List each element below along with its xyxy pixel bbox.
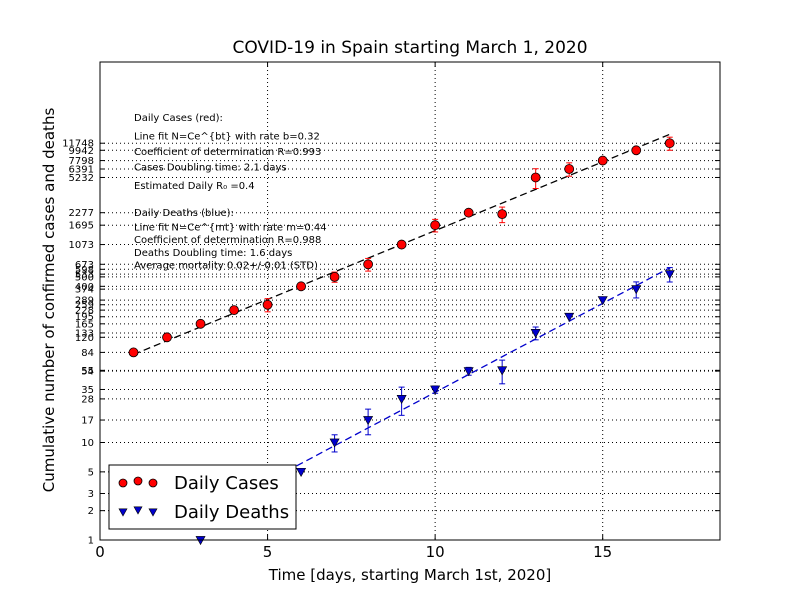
deaths-annotation-line-3: Deaths Doubling time: 1.6 days (134, 248, 292, 259)
y-tick-label-26: 2277 (69, 208, 94, 219)
death-point-4 (363, 416, 374, 426)
y-tick-label-6: 28 (81, 394, 94, 405)
death-point-3 (329, 438, 340, 448)
death-point-11 (597, 296, 608, 306)
y-tick-label-14: 195 (75, 312, 94, 323)
y-tick-label-23: 673 (75, 260, 94, 271)
case-point-3 (229, 305, 239, 316)
legend-case-marker-0 (118, 478, 128, 488)
case-point-14 (597, 155, 608, 166)
y-tick-label-17: 289 (75, 296, 94, 307)
legend-case-marker-1 (133, 476, 143, 486)
ticks (99, 62, 720, 541)
deaths-annotation-line-0: Daily Deaths (blue): (134, 208, 234, 219)
case-point-12 (530, 172, 541, 183)
cases-annotation-line-3: Cases Doubling time: 2.1 days (134, 163, 287, 174)
deaths-annotation-line-4: Average mortality 0.02+/-0.01 (STD) (134, 260, 318, 271)
case-point-4 (262, 299, 273, 310)
case-point-7 (363, 259, 374, 270)
x-tick-label-0: 0 (95, 543, 105, 561)
cases-annotation-line-4: Estimated Daily R₀ =0.4 (134, 181, 255, 192)
y-axis-label: Cumulative number of confirmed cases and… (40, 108, 58, 493)
case-point-15 (631, 145, 642, 156)
cases-annotation-line-1: Line fit N=Ce^{bt} with rate b=0.32 (134, 132, 320, 143)
y-tick-label-27: 5232 (69, 173, 94, 184)
death-point-2 (296, 467, 307, 477)
deaths-annotation-line-1: Line fit N=Ce^{mt} with rate m=0.44 (134, 223, 327, 234)
y-tick-label-16: 259 (75, 300, 94, 311)
y-tick-label-13: 165 (75, 319, 94, 330)
death-point-8 (497, 366, 508, 376)
y-tick-label-24: 1073 (69, 240, 94, 251)
x-axis-label: Time [days, starting March 1st, 2020] (268, 566, 551, 584)
cases-annotation-line-2: Coefficient of determination R=0.993 (134, 147, 321, 158)
y-tick-label-9: 55 (81, 366, 94, 377)
y-tick-label-8: 54 (81, 367, 94, 378)
y-tick-label-3: 5 (88, 467, 94, 478)
cases-annotation-line-0: Daily Cases (red): (134, 113, 223, 124)
y-tick-label-5: 17 (81, 416, 94, 427)
x-tick-labels: 0 5 10 15 (95, 543, 612, 561)
legend-death-marker-2 (148, 508, 158, 517)
y-tick-label-21: 533 (75, 270, 94, 281)
x-tick-label-3: 15 (593, 543, 612, 561)
legend-death-marker-1 (133, 506, 143, 515)
y-tick-label-28: 6391 (69, 164, 94, 175)
y-tick-label-19: 400 (75, 282, 94, 293)
case-point-10 (463, 207, 474, 218)
case-point-11 (497, 209, 508, 220)
y-tick-label-1: 2 (88, 506, 94, 517)
x-tick-label-2: 10 (426, 543, 445, 561)
y-tick-label-22: 598 (75, 265, 94, 276)
deaths-annotation-line-2: Coefficient of determination R=0.988 (134, 235, 321, 246)
y-tick-label-20: 500 (75, 272, 94, 283)
y-tick-label-18: 374 (75, 285, 94, 296)
annotations: Daily Cases (red): Line fit N=Ce^{bt} wit… (134, 113, 327, 271)
plot-frame (99, 61, 721, 541)
case-point-8 (396, 239, 407, 250)
y-tick-label-4: 10 (81, 438, 94, 449)
y-tick-labels: 1235101728355455841201331651952282592893… (62, 139, 94, 547)
death-point-12 (631, 285, 642, 295)
death-point-7 (463, 367, 474, 377)
legend-label-deaths: Daily Deaths (174, 502, 289, 523)
death-point-9 (530, 329, 541, 339)
x-tick-label-1: 5 (263, 543, 273, 561)
y-tick-label-10: 84 (81, 348, 94, 359)
legend-label-cases: Daily Cases (174, 473, 279, 494)
y-tick-label-31: 11748 (62, 139, 94, 150)
grid (100, 62, 720, 540)
legend: Daily Cases Daily Deaths (108, 464, 297, 530)
y-tick-label-11: 120 (75, 333, 94, 344)
case-point-0 (128, 347, 139, 358)
legend-box (108, 464, 297, 530)
y-tick-label-25: 1695 (69, 221, 94, 232)
y-tick-label-29: 7798 (69, 156, 94, 167)
case-point-6 (329, 271, 340, 282)
y-tick-label-12: 133 (75, 328, 94, 339)
y-tick-label-15: 228 (75, 306, 94, 317)
y-tick-label-0: 1 (88, 536, 94, 547)
y-tick-label-2: 3 (88, 489, 94, 500)
legend-case-marker-2 (148, 478, 158, 488)
legend-death-marker-0 (118, 508, 128, 517)
case-point-9 (430, 220, 441, 231)
death-point-10 (564, 312, 575, 322)
y-tick-label-30: 9942 (69, 146, 94, 157)
death-point-5 (396, 395, 407, 405)
death-point-6 (430, 385, 441, 395)
case-point-2 (195, 318, 206, 329)
case-point-1 (162, 332, 172, 343)
y-tick-label-7: 35 (81, 385, 94, 396)
case-point-13 (564, 164, 575, 174)
death-point-13 (664, 270, 675, 280)
case-point-16 (664, 138, 675, 149)
chart-title: COVID-19 in Spain starting March 1, 2020 (232, 38, 587, 58)
case-point-5 (296, 281, 306, 292)
